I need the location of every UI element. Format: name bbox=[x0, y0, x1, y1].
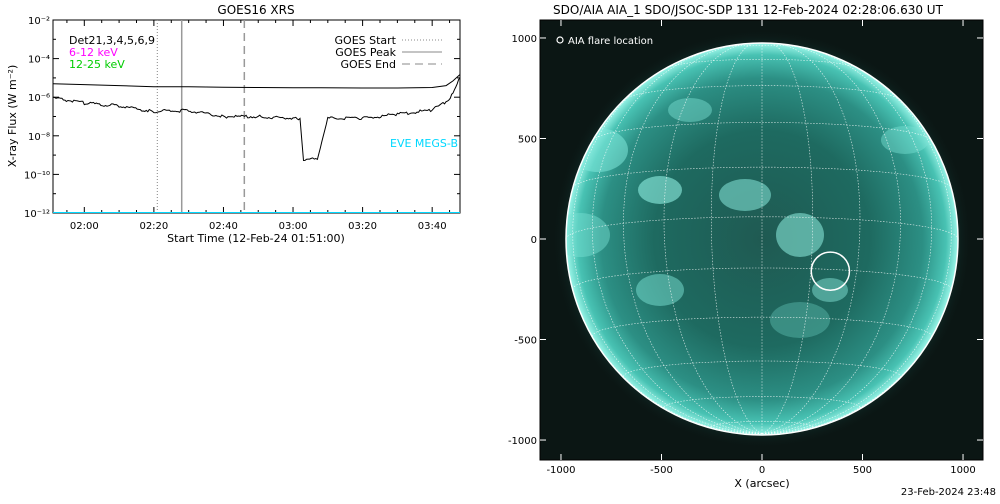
lc-legend: GOES Start GOES Peak GOES End bbox=[335, 34, 442, 71]
aia-x-tick-label: 1000 bbox=[950, 465, 975, 476]
aia-active-region bbox=[770, 302, 830, 338]
lc-x-tick-label: 03:40 bbox=[418, 221, 447, 232]
lc-y-axis-label: X-ray Flux (W m⁻²) bbox=[6, 65, 19, 167]
lc-y-tick-label: 10⁻⁴ bbox=[28, 55, 50, 66]
aia-x-tick-label: 500 bbox=[853, 465, 872, 476]
lc-x-axis-label: Start Time (12-Feb-24 01:51:00) bbox=[167, 232, 345, 245]
lc-y-tick-label: 10⁻² bbox=[28, 16, 50, 27]
aia-grid-line bbox=[572, 58, 763, 434]
aia-y-tick-label: 1000 bbox=[512, 34, 537, 45]
aia-grid-line bbox=[761, 47, 933, 434]
lc-y-tick-label: 10⁻⁸ bbox=[28, 132, 50, 143]
aia-active-region bbox=[566, 213, 610, 257]
aia-active-regions bbox=[566, 98, 929, 338]
lc-detector-label: Det21,3,4,5,6,9 bbox=[69, 34, 155, 47]
lc-channel-label-6-12: 6-12 keV bbox=[69, 46, 118, 59]
aia-image-panel: SDO/AIA AIA_1 SDO/JSOC-SDP 131 12-Feb-20… bbox=[508, 3, 984, 490]
aia-grid-line bbox=[761, 43, 861, 434]
aia-grid-line bbox=[623, 360, 901, 377]
aia-grid-line bbox=[665, 59, 859, 69]
aia-x-tick-label: -500 bbox=[650, 465, 673, 476]
aia-grid-line bbox=[624, 85, 900, 100]
aia-y-tick-label: -500 bbox=[514, 336, 537, 347]
lc-x-tick-label: 02:20 bbox=[139, 221, 168, 232]
aia-grid-line bbox=[591, 47, 763, 434]
aia-x-tick-label: 0 bbox=[759, 465, 765, 476]
aia-active-region bbox=[881, 126, 929, 154]
aia-y-tick-label: 0 bbox=[531, 235, 537, 246]
aia-grid-line bbox=[761, 45, 901, 434]
aia-active-region bbox=[668, 98, 712, 122]
lc-x-tick-label: 02:40 bbox=[209, 221, 238, 232]
lc-legend-goes-start: GOES Start bbox=[335, 34, 397, 47]
lc-eve-label: EVE MEGS-B bbox=[390, 137, 458, 150]
aia-limb bbox=[565, 42, 959, 436]
lc-y-tick-label: 10⁻¹² bbox=[24, 209, 50, 220]
lc-x-tick-label: 03:20 bbox=[348, 221, 377, 232]
aia-grid-line bbox=[663, 396, 861, 408]
aia-grid-line bbox=[761, 58, 952, 434]
lc-y-tick-label: 10⁻¹⁰ bbox=[24, 170, 50, 181]
aia-y-tick-label: 500 bbox=[518, 134, 537, 145]
aia-y-tick-label: -1000 bbox=[508, 436, 537, 447]
aia-grid-line bbox=[566, 216, 958, 240]
aia-flare-location-marker bbox=[810, 251, 851, 292]
aia-legend-label: AIA flare location bbox=[568, 36, 653, 47]
aia-grid-line bbox=[711, 421, 813, 428]
aia-grid-line bbox=[663, 43, 763, 434]
aia-x-axis: -1000 -500 0 500 1000 bbox=[546, 20, 976, 476]
goes-lightcurve-panel: GOES16 XRS 10⁻¹² 10⁻¹⁰ 10⁻⁸ 10⁻⁶ 10⁻⁴ 10⁻² 02… bbox=[6, 3, 461, 245]
aia-grid-line bbox=[572, 166, 952, 188]
aia-active-region bbox=[638, 176, 682, 204]
lc-channel-label-12-25: 12-25 keV bbox=[69, 58, 125, 71]
lc-x-tick-label: 03:00 bbox=[279, 221, 308, 232]
aia-legend-symbol bbox=[556, 36, 564, 44]
aia-active-region bbox=[636, 274, 684, 306]
aia-title: SDO/AIA AIA_1 SDO/JSOC-SDP 131 12-Feb-20… bbox=[553, 3, 944, 17]
lc-series-line bbox=[53, 74, 460, 89]
aia-grid-line bbox=[761, 43, 813, 434]
lc-x-tick-label: 02:00 bbox=[70, 221, 99, 232]
aia-active-region bbox=[776, 213, 824, 257]
lc-legend-goes-end: GOES End bbox=[340, 58, 396, 71]
lc-title: GOES16 XRS bbox=[217, 3, 294, 17]
aia-x-tick-label: -1000 bbox=[546, 465, 575, 476]
lc-y-tick-label: 10⁻⁶ bbox=[28, 93, 50, 104]
lc-plot-frame bbox=[52, 19, 461, 214]
lc-series-group bbox=[53, 74, 460, 213]
aia-grid-line bbox=[572, 267, 952, 290]
lc-legend-goes-peak: GOES Peak bbox=[335, 46, 396, 59]
lc-series-line bbox=[53, 77, 460, 162]
aia-grid-line bbox=[711, 43, 763, 434]
aia-x-axis-label: X (arcsec) bbox=[734, 477, 789, 490]
aia-y-axis: -1000 -500 0 500 1000 bbox=[508, 34, 983, 447]
aia-solar-disk bbox=[566, 43, 958, 435]
footer-timestamp: 23-Feb-2024 23:48 bbox=[900, 487, 996, 498]
aia-active-region bbox=[719, 179, 771, 211]
aia-grid-line bbox=[623, 45, 763, 434]
